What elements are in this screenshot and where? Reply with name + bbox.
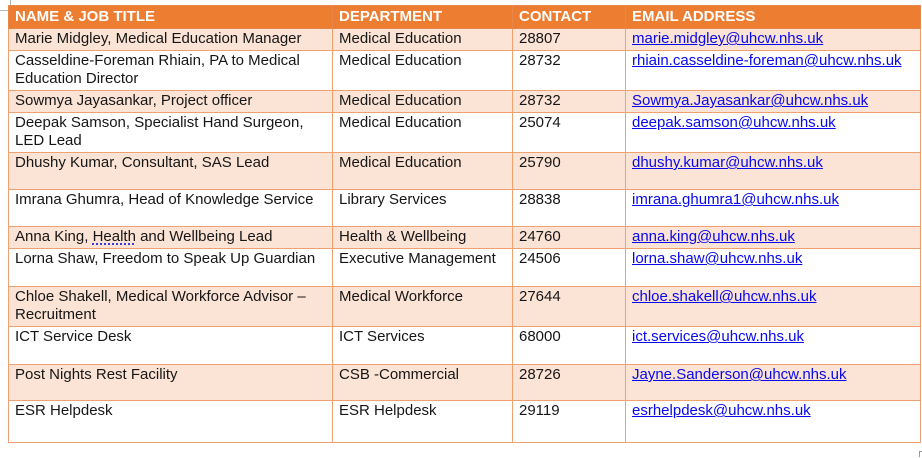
- department-cell: CSB -Commercial: [332, 364, 513, 401]
- contact-number-cell: 28807: [512, 28, 626, 51]
- contact-number-cell: 25790: [512, 152, 626, 190]
- contact-number-cell: 28732: [512, 50, 626, 91]
- email-cell: deepak.samson@uhcw.nhs.uk: [625, 112, 921, 153]
- table-row: Chloe Shakell, Medical Workforce Advisor…: [8, 286, 921, 327]
- column-header-name-job-title: NAME & JOB TITLE: [8, 5, 333, 29]
- table-row: Casseldine-Foreman Rhiain, PA to Medical…: [8, 50, 921, 91]
- department-cell: Medical Workforce: [332, 286, 513, 327]
- contact-number-cell: 25074: [512, 112, 626, 153]
- contact-number-cell: 27644: [512, 286, 626, 327]
- name-job-title-cell: Casseldine-Foreman Rhiain, PA to Medical…: [8, 50, 333, 91]
- table-row: ESR Helpdesk ESR Helpdesk 29119 esrhelpdesk…: [8, 400, 921, 443]
- name-job-title-cell: Imrana Ghumra, Head of Knowledge Service: [8, 189, 333, 227]
- name-job-title-cell: Lorna Shaw, Freedom to Speak Up Guardian: [8, 248, 333, 287]
- email-link[interactable]: Jayne.Sanderson@uhcw.nhs.uk: [632, 366, 847, 383]
- name-job-title-cell: Anna King, Health and Wellbeing Lead: [8, 226, 333, 249]
- email-link[interactable]: anna.king@uhcw.nhs.uk: [632, 228, 795, 245]
- email-link[interactable]: imrana.ghumra1@uhcw.nhs.uk: [632, 191, 839, 208]
- email-cell: ict.services@uhcw.nhs.uk: [625, 326, 921, 365]
- contact-table-body: Marie Midgley, Medical Education Manager…: [8, 28, 921, 443]
- email-cell: Jayne.Sanderson@uhcw.nhs.uk: [625, 364, 921, 401]
- name-job-title-cell: Dhushy Kumar, Consultant, SAS Lead: [8, 152, 333, 190]
- email-cell: anna.king@uhcw.nhs.uk: [625, 226, 921, 249]
- grammar-check-underline: Health: [92, 228, 136, 245]
- department-cell: Medical Education: [332, 90, 513, 113]
- table-row: Lorna Shaw, Freedom to Speak Up Guardian…: [8, 248, 921, 287]
- name-job-title-cell: Deepak Samson, Specialist Hand Surgeon, …: [8, 112, 333, 153]
- table-row: Imrana Ghumra, Head of Knowledge Service…: [8, 189, 921, 227]
- department-cell: Health & Wellbeing: [332, 226, 513, 249]
- department-cell: Executive Management: [332, 248, 513, 287]
- email-cell: dhushy.kumar@uhcw.nhs.uk: [625, 152, 921, 190]
- name-job-title-cell: Post Nights Rest Facility: [8, 364, 333, 401]
- email-cell: lorna.shaw@uhcw.nhs.uk: [625, 248, 921, 287]
- contact-number-cell: 24506: [512, 248, 626, 287]
- email-cell: marie.midgley@uhcw.nhs.uk: [625, 28, 921, 51]
- table-row: Deepak Samson, Specialist Hand Surgeon, …: [8, 112, 921, 153]
- email-cell: esrhelpdesk@uhcw.nhs.uk: [625, 400, 921, 443]
- name-job-title-cell: Sowmya Jayasankar, Project officer: [8, 90, 333, 113]
- contact-number-cell: 68000: [512, 326, 626, 365]
- name-job-title-cell: ICT Service Desk: [8, 326, 333, 365]
- email-link[interactable]: dhushy.kumar@uhcw.nhs.uk: [632, 154, 823, 171]
- email-link[interactable]: Sowmya.Jayasankar@uhcw.nhs.uk: [632, 92, 869, 109]
- department-cell: Library Services: [332, 189, 513, 227]
- table-row: ICT Service Desk ICT Services 68000 ict.ser…: [8, 326, 921, 365]
- column-header-email-address: EMAIL ADDRESS: [625, 5, 921, 29]
- email-cell: imrana.ghumra1@uhcw.nhs.uk: [625, 189, 921, 227]
- table-row: Anna King, Health and Wellbeing Lead Heal…: [8, 226, 921, 249]
- department-cell: Medical Education: [332, 50, 513, 91]
- email-cell: chloe.shakell@uhcw.nhs.uk: [625, 286, 921, 327]
- email-link[interactable]: rhiain.casseldine-foreman@uhcw.nhs.uk: [632, 52, 902, 69]
- email-link[interactable]: esrhelpdesk@uhcw.nhs.uk: [632, 402, 811, 419]
- table-resize-handle[interactable]: [919, 451, 922, 457]
- table-row: Post Nights Rest Facility CSB -Commercial…: [8, 364, 921, 401]
- table-row: Sowmya Jayasankar, Project officer Medica…: [8, 90, 921, 113]
- department-cell: ICT Services: [332, 326, 513, 365]
- staff-contact-table: NAME & JOB TITLE DEPARTMENT CONTACT EMAI…: [8, 5, 921, 443]
- contact-number-cell: 28732: [512, 90, 626, 113]
- name-job-title-cell: Marie Midgley, Medical Education Manager: [8, 28, 333, 51]
- name-job-title-cell: Chloe Shakell, Medical Workforce Advisor…: [8, 286, 333, 327]
- contact-number-cell: 28726: [512, 364, 626, 401]
- column-header-contact: CONTACT: [512, 5, 626, 29]
- department-cell: ESR Helpdesk: [332, 400, 513, 443]
- email-link[interactable]: marie.midgley@uhcw.nhs.uk: [632, 30, 824, 47]
- department-cell: Medical Education: [332, 28, 513, 51]
- contact-number-cell: 29119: [512, 400, 626, 443]
- department-cell: Medical Education: [332, 112, 513, 153]
- email-cell: Sowmya.Jayasankar@uhcw.nhs.uk: [625, 90, 921, 113]
- table-row: Marie Midgley, Medical Education Manager…: [8, 28, 921, 51]
- table-row: Dhushy Kumar, Consultant, SAS Lead Medica…: [8, 152, 921, 190]
- table-header-row: NAME & JOB TITLE DEPARTMENT CONTACT EMAI…: [8, 5, 921, 29]
- email-link[interactable]: lorna.shaw@uhcw.nhs.uk: [632, 250, 803, 267]
- contact-number-cell: 24760: [512, 226, 626, 249]
- email-link[interactable]: chloe.shakell@uhcw.nhs.uk: [632, 288, 817, 305]
- column-header-department: DEPARTMENT: [332, 5, 513, 29]
- email-link[interactable]: ict.services@uhcw.nhs.uk: [632, 328, 804, 345]
- name-job-title-cell: ESR Helpdesk: [8, 400, 333, 443]
- contact-number-cell: 28838: [512, 189, 626, 227]
- department-cell: Medical Education: [332, 152, 513, 190]
- email-cell: rhiain.casseldine-foreman@uhcw.nhs.uk: [625, 50, 921, 91]
- email-link[interactable]: deepak.samson@uhcw.nhs.uk: [632, 114, 836, 131]
